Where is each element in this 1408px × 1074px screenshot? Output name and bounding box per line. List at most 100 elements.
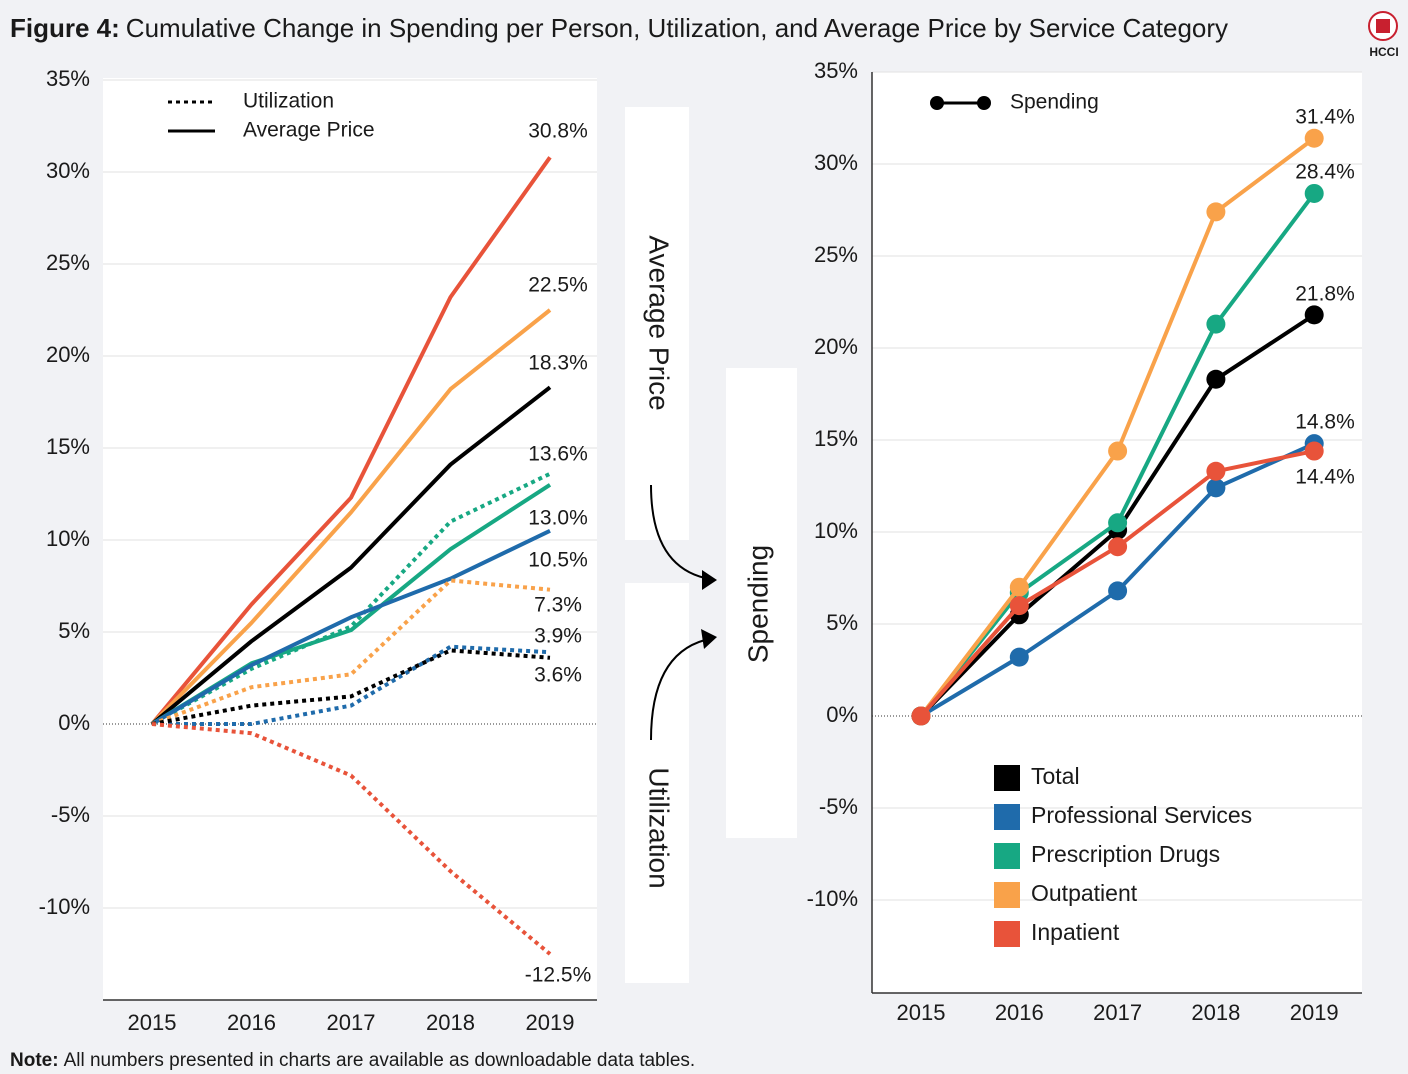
y-tick-label: 30% — [814, 150, 858, 175]
logo-mark — [1376, 19, 1390, 33]
legend-label: Outpatient — [1031, 880, 1138, 906]
series-line — [151, 648, 551, 726]
point — [1108, 581, 1128, 601]
point — [1108, 537, 1128, 557]
series-line — [150, 528, 551, 726]
value-label: 30.8% — [528, 120, 588, 143]
legend-label: Utilization — [243, 90, 334, 113]
value-label: -12.5% — [525, 964, 592, 987]
legend-label: Average Price — [243, 119, 375, 142]
series-line — [152, 644, 551, 726]
y-tick-label: 20% — [46, 342, 90, 367]
legend-label: Total — [1031, 763, 1080, 789]
value-label: 14.4% — [1295, 466, 1355, 489]
point — [1108, 441, 1128, 461]
y-tick-label: 10% — [46, 526, 90, 551]
legend-marker — [930, 96, 944, 110]
legend-label: Professional Services — [1031, 802, 1252, 828]
y-tick-label: 35% — [46, 66, 90, 91]
point — [1304, 183, 1324, 203]
value-label: 7.3% — [534, 594, 582, 617]
legend-swatch — [994, 882, 1020, 908]
flow-box-spending — [726, 368, 797, 838]
point — [1304, 305, 1324, 325]
value-label: 18.3% — [528, 352, 588, 375]
note-text: All numbers presented in charts are avai… — [64, 1050, 696, 1071]
figure-title: Figure 4: Cumulative Change in Spending p… — [10, 13, 1228, 43]
legend-label: Spending — [1010, 91, 1099, 114]
point — [1206, 478, 1226, 498]
y-tick-label: 20% — [814, 334, 858, 359]
value-label: 10.5% — [528, 549, 588, 572]
legend-swatch — [994, 765, 1020, 791]
point — [1206, 202, 1226, 222]
left-plot-area — [103, 78, 597, 1000]
x-tick-label: 2015 — [128, 1010, 177, 1035]
legend-swatch — [994, 921, 1020, 947]
flow-label-price: Average Price — [644, 235, 675, 410]
x-tick-label: 2018 — [426, 1010, 475, 1035]
figure-label: Figure 4: — [10, 13, 120, 43]
x-tick-label: 2019 — [526, 1010, 575, 1035]
flow-label-spending: Spending — [742, 545, 773, 663]
x-tick-label: 2019 — [1290, 1000, 1339, 1025]
flow-arrow — [650, 484, 706, 579]
point — [1009, 596, 1029, 616]
point — [1206, 461, 1226, 481]
flow-box-price — [625, 107, 689, 540]
point — [1009, 577, 1029, 597]
value-label: 31.4% — [1295, 106, 1355, 129]
legend-marker — [977, 96, 991, 110]
series-line — [151, 471, 551, 726]
title-text: Cumulative Change in Spending per Person… — [126, 13, 1228, 43]
value-label: 28.4% — [1295, 161, 1355, 184]
y-tick-label: 0% — [58, 710, 90, 735]
x-tick-label: 2016 — [995, 1000, 1044, 1025]
series-line — [150, 308, 552, 726]
series-line — [150, 156, 552, 726]
arrow-head — [701, 629, 717, 649]
x-tick-label: 2017 — [327, 1010, 376, 1035]
y-tick-label: 15% — [46, 434, 90, 459]
y-tick-label: -10% — [39, 894, 90, 919]
point — [1206, 314, 1226, 334]
flow-label-utilization: Utilization — [644, 767, 675, 888]
flow-box-utilization — [625, 583, 689, 983]
point — [1304, 441, 1324, 461]
y-tick-label: 35% — [814, 58, 858, 83]
logo-text: HCCI — [1369, 45, 1398, 59]
point — [1108, 513, 1128, 533]
series-line — [150, 385, 552, 726]
point — [1304, 128, 1324, 148]
y-tick-label: -10% — [807, 886, 858, 911]
y-tick-label: 10% — [814, 518, 858, 543]
y-tick-label: 0% — [826, 702, 858, 727]
value-label: 13.0% — [528, 507, 588, 530]
y-tick-label: 5% — [58, 618, 90, 643]
value-label: 14.8% — [1295, 411, 1355, 434]
value-label: 13.6% — [528, 443, 588, 466]
y-tick-label: -5% — [51, 802, 90, 827]
note: Note: All numbers presented in charts are… — [10, 1050, 695, 1071]
arrow-head — [702, 570, 717, 590]
value-label: 3.9% — [534, 625, 582, 648]
y-tick-label: 30% — [46, 158, 90, 183]
legend-box — [985, 755, 1280, 950]
series-line — [151, 578, 551, 726]
x-tick-label: 2016 — [227, 1010, 276, 1035]
note-label: Note: — [10, 1050, 59, 1071]
series-line — [151, 722, 552, 956]
point — [1206, 369, 1226, 389]
legend-label: Prescription Drugs — [1031, 841, 1220, 867]
value-label: 3.6% — [534, 664, 582, 687]
value-label: 22.5% — [528, 274, 588, 297]
x-tick-label: 2018 — [1191, 1000, 1240, 1025]
x-tick-label: 2017 — [1093, 1000, 1142, 1025]
point — [1009, 647, 1029, 667]
y-tick-label: -5% — [819, 794, 858, 819]
x-tick-label: 2015 — [897, 1000, 946, 1025]
legend-swatch — [994, 843, 1020, 869]
y-tick-label: 5% — [826, 610, 858, 635]
flow-arrow — [650, 639, 706, 741]
